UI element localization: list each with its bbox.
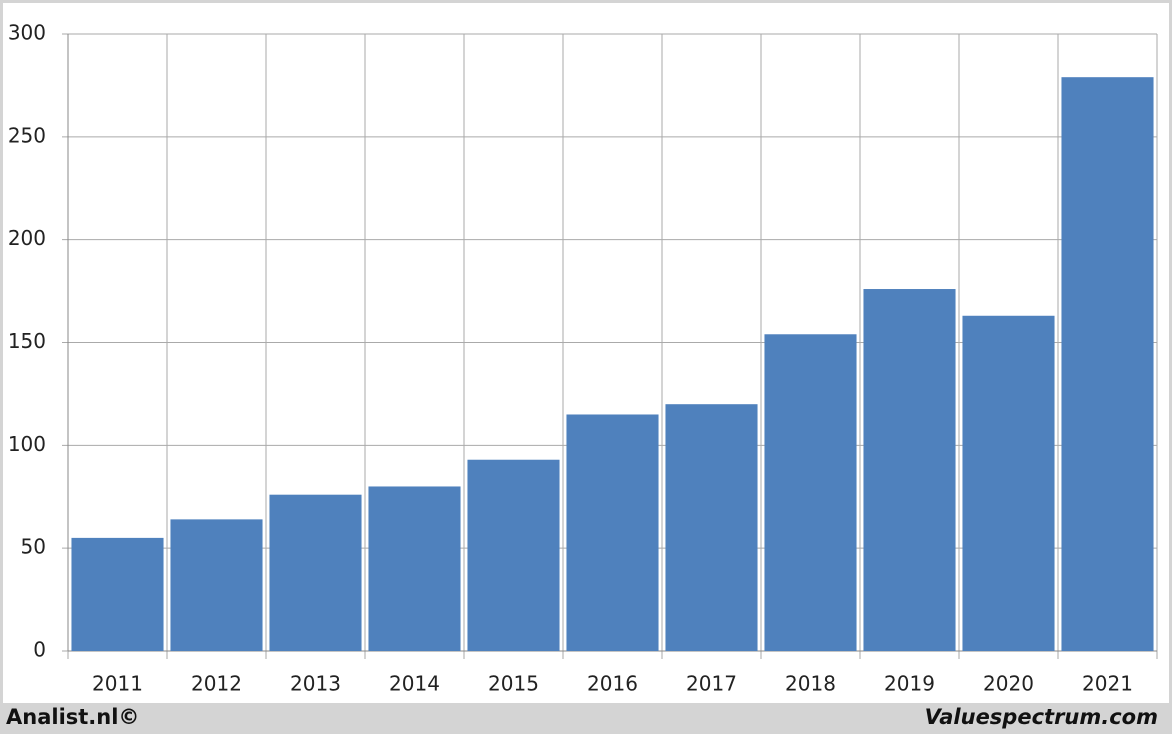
y-tick-label: 200 xyxy=(8,226,46,250)
y-tick-label: 300 xyxy=(8,21,46,45)
y-tick-label: 50 xyxy=(21,535,46,559)
y-tick-label: 0 xyxy=(33,638,46,662)
x-tick-label: 2013 xyxy=(290,672,341,696)
bar xyxy=(368,486,461,651)
bar xyxy=(71,537,164,651)
y-tick-label: 100 xyxy=(8,432,46,456)
x-tick-label: 2014 xyxy=(389,672,440,696)
y-tick-label: 150 xyxy=(8,329,46,353)
bar xyxy=(764,334,857,651)
x-tick-label: 2018 xyxy=(785,672,836,696)
x-tick-label: 2015 xyxy=(488,672,539,696)
bar xyxy=(170,519,263,651)
x-tick-label: 2017 xyxy=(686,672,737,696)
bar xyxy=(269,494,362,651)
bar xyxy=(467,459,560,651)
bar xyxy=(863,289,956,651)
x-tick-label: 2020 xyxy=(983,672,1034,696)
bar xyxy=(665,404,758,651)
bar xyxy=(566,414,659,651)
x-tick-label: 2011 xyxy=(92,672,143,696)
y-tick-label: 250 xyxy=(8,123,46,147)
footer-right: Valuespectrum.com xyxy=(925,705,1158,729)
x-tick-label: 2012 xyxy=(191,672,242,696)
bar xyxy=(962,315,1055,651)
footer-left: Analist.nl© xyxy=(6,705,139,729)
x-tick-label: 2016 xyxy=(587,672,638,696)
x-tick-label: 2021 xyxy=(1082,672,1133,696)
bar xyxy=(1061,77,1154,651)
x-tick-label: 2019 xyxy=(884,672,935,696)
